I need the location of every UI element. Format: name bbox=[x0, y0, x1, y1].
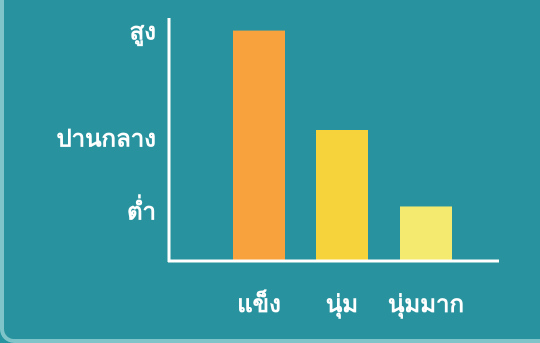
y-tick-label-1: ปานกลาง bbox=[56, 125, 156, 153]
x-tick-label-1: นุ่ม bbox=[326, 290, 358, 320]
bar-group bbox=[233, 30, 452, 260]
x-tick-labels: แข็ง นุ่ม นุ่มมาก bbox=[237, 289, 464, 320]
x-tick-label-0: แข็ง bbox=[237, 289, 281, 318]
y-tick-label-2: ต่ำ bbox=[127, 193, 156, 225]
bar-2 bbox=[400, 206, 452, 260]
bar-1 bbox=[316, 130, 368, 260]
y-tick-label-0: สูง bbox=[130, 18, 156, 47]
x-tick-label-2: นุ่มมาก bbox=[388, 290, 464, 320]
bar-0 bbox=[233, 30, 285, 260]
